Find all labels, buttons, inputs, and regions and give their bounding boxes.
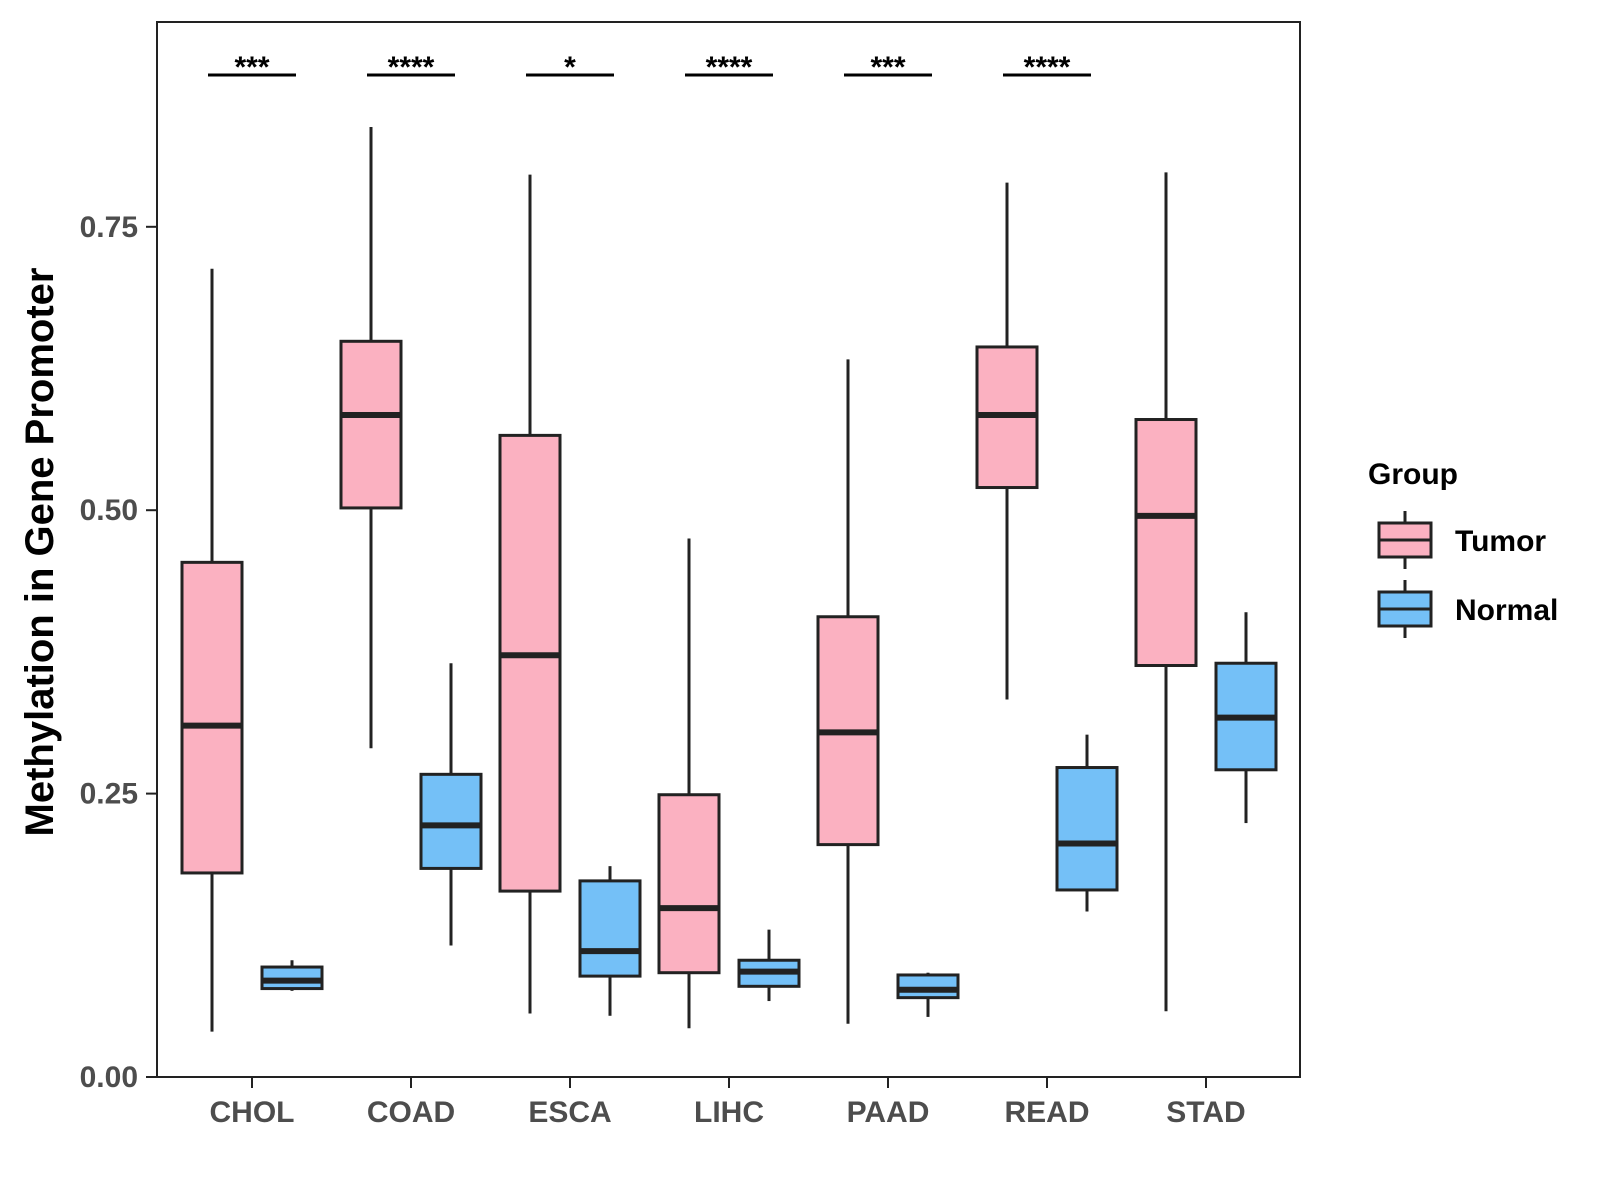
box-tumor-chol: [180, 268, 244, 1032]
x-tick-label: LIHC: [694, 1096, 764, 1129]
box-normal-coad: [419, 663, 483, 946]
significance-label: ***: [234, 51, 269, 84]
y-tick-label: 0.50: [80, 494, 138, 527]
x-tick-label: ESCA: [528, 1096, 611, 1129]
y-axis: 0.00 0.25 0.50 0.75: [80, 211, 157, 1094]
significance-label: ****: [706, 51, 753, 84]
box-body: [498, 433, 562, 893]
box-tumor-coad: [339, 127, 403, 749]
legend-title: Group: [1368, 458, 1458, 491]
box-normal-read: [1055, 734, 1119, 912]
box-tumor-read: [975, 182, 1039, 700]
legend-label: Normal: [1455, 594, 1558, 627]
y-axis-title: Methylation in Gene Promoter: [18, 268, 62, 837]
panel-border: [156, 21, 1301, 1078]
significance-label: *: [564, 51, 576, 84]
significance-annotations: *** **** * **** *** ****: [208, 51, 1091, 84]
box-normal-stad: [1214, 612, 1278, 824]
box-normal-lihc: [737, 929, 801, 1002]
y-tick-label: 0.75: [80, 211, 138, 244]
legend-label: Tumor: [1455, 525, 1546, 558]
x-tick-label: COAD: [367, 1096, 455, 1129]
significance-label: ***: [870, 51, 905, 84]
box-body: [657, 793, 721, 975]
box-tumor-lihc: [657, 538, 721, 1029]
legend-entry-tumor: Tumor: [1377, 511, 1546, 569]
box-body: [339, 339, 403, 510]
box-body: [1055, 766, 1119, 892]
significance-label: ****: [388, 51, 435, 84]
legend: Group Tumor Normal: [1368, 458, 1558, 638]
x-tick-label: READ: [1004, 1096, 1089, 1129]
x-tick-label: CHOL: [210, 1096, 295, 1129]
box-body: [419, 772, 483, 870]
y-tick-label: 0.00: [80, 1061, 138, 1094]
plot-marks: [180, 127, 1278, 1032]
box-body: [1134, 418, 1198, 668]
x-tick-label: PAAD: [847, 1096, 930, 1129]
box-tumor-esca: [498, 174, 562, 1014]
box-body: [896, 973, 960, 1000]
x-tick-label: STAD: [1166, 1096, 1245, 1129]
box-body: [578, 879, 642, 978]
box-normal-esca: [578, 866, 642, 1016]
significance-label: ****: [1024, 51, 1071, 84]
box-body: [180, 560, 244, 875]
legend-entry-normal: Normal: [1377, 580, 1558, 638]
box-normal-paad: [896, 972, 960, 1017]
y-tick-label: 0.25: [80, 778, 138, 811]
box-tumor-paad: [816, 359, 880, 1024]
box-normal-chol: [260, 960, 324, 991]
box-tumor-stad: [1134, 172, 1198, 1012]
x-axis: CHOL COAD ESCA LIHC PAAD READ STAD: [210, 1077, 1246, 1129]
